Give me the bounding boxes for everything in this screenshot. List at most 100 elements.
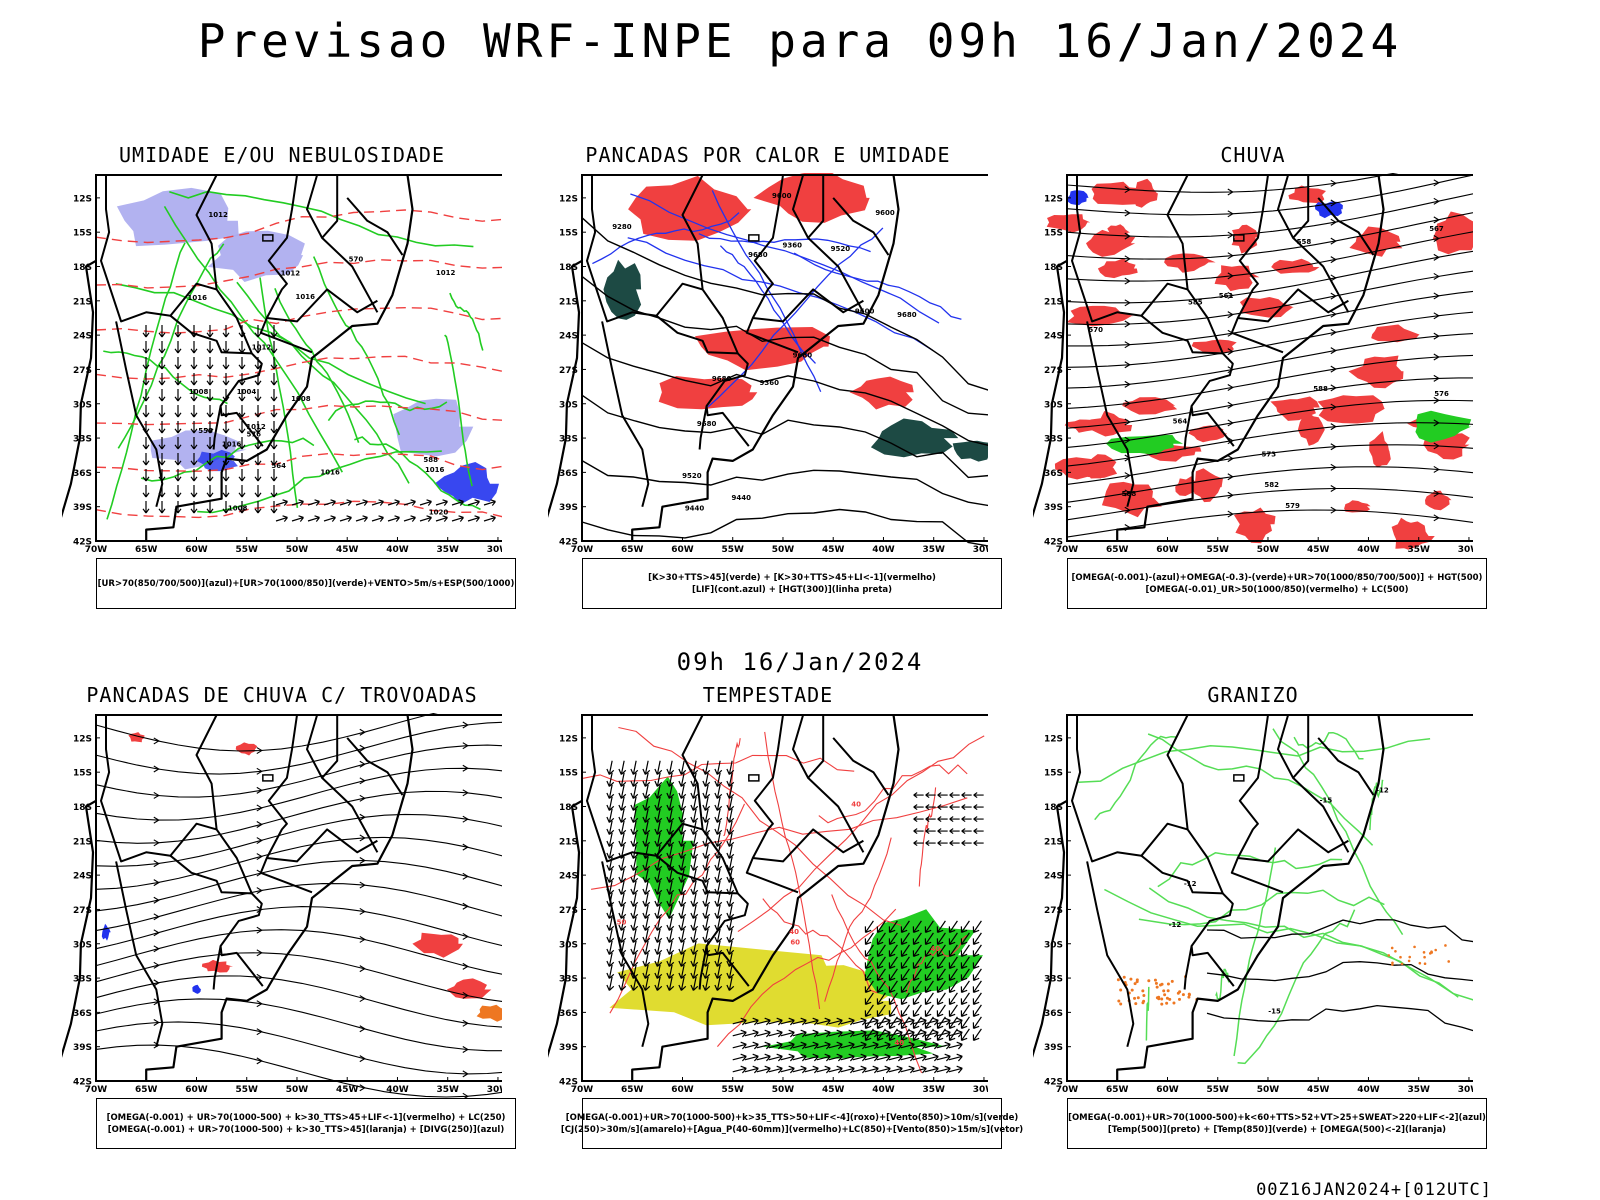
wind-vector <box>726 820 735 835</box>
omega500-mark <box>1170 979 1174 983</box>
lat-tick-label: 18S <box>73 263 92 273</box>
omega500-mark <box>1387 954 1391 957</box>
lon-tick-label: 65W <box>1106 545 1129 555</box>
lon-tick-label: 50W <box>286 1085 309 1095</box>
wind-vector <box>618 976 627 991</box>
wind-vector <box>222 325 230 338</box>
wind-vector <box>744 1065 759 1074</box>
wind-vector <box>726 796 735 811</box>
lon-tick-label: 40W <box>386 1085 409 1095</box>
panel-tempestade: TEMPESTADE 12S 15S 18S 21S 24S 27S 30S 33S 36S 39… <box>548 683 1023 1163</box>
wind-vector <box>924 968 934 981</box>
wind-vector <box>972 956 982 969</box>
precip-water-contour <box>737 735 985 933</box>
legend-line: [OMEGA(-0.001)+UR>70(1000-500)+k>35_TTS>… <box>565 1112 1019 1123</box>
wind-vector <box>642 892 651 907</box>
wind-vector <box>936 944 946 957</box>
lat-tick-label: 21S <box>73 837 92 847</box>
wind-vector <box>726 904 735 919</box>
wind-vector <box>924 1004 934 1017</box>
lat-tick-label: 30S <box>559 940 578 950</box>
lon-tick-label: 40W <box>386 545 409 555</box>
wind-vector <box>726 808 735 823</box>
wind-vector <box>630 916 639 931</box>
contour-label: 588 <box>423 456 438 464</box>
wind-vector <box>828 1041 843 1050</box>
streamline <box>1066 354 1473 409</box>
wind-vector <box>876 932 886 945</box>
wind-vector <box>238 437 246 450</box>
wind-vector <box>666 880 675 895</box>
omega500-mark <box>1163 993 1167 997</box>
lif-contour <box>793 252 962 320</box>
flow-arrow <box>462 815 469 823</box>
flow-arrow <box>153 896 160 904</box>
wind-vector <box>924 1029 939 1038</box>
lon-tick-label: 70W <box>571 1085 594 1095</box>
panel-title: PANCADAS POR CALOR E UMIDADE <box>585 143 951 167</box>
wind-vector <box>690 784 699 799</box>
contour-label: 1012 <box>436 269 456 277</box>
contour-label: 9680 <box>897 311 917 319</box>
omega500-mark <box>1423 955 1426 959</box>
temp850-contour <box>1293 731 1364 760</box>
omega500-mark <box>1159 983 1163 987</box>
wind-vector <box>756 1053 771 1062</box>
precip-water-contour <box>582 754 855 782</box>
lat-tick-label: 24S <box>73 872 92 882</box>
omega500-mark <box>1187 992 1191 996</box>
lat-tick-label: 24S <box>559 332 578 342</box>
flow-arrow <box>1124 277 1131 285</box>
wind-vector <box>948 932 958 945</box>
omega500-mark <box>1133 996 1137 1000</box>
streamline <box>1066 212 1473 260</box>
contour-label: -12 <box>1169 921 1182 929</box>
wind-vector <box>206 405 214 418</box>
wind-vector <box>912 1065 927 1074</box>
wind-vector <box>936 920 946 933</box>
wind-vector <box>270 325 278 338</box>
wind-vector <box>222 501 230 514</box>
wind-vector <box>142 501 150 514</box>
contour-label: 9680 <box>712 375 732 383</box>
lon-tick-label: 35W <box>922 545 945 555</box>
wind-vector <box>702 856 711 871</box>
lon-tick-label: 30W <box>1458 545 1473 555</box>
flow-arrow <box>359 907 366 915</box>
precip-water-contour <box>591 797 968 890</box>
political-border <box>1183 405 1193 450</box>
political-border <box>1166 174 1235 447</box>
lon-tick-label: 70W <box>571 545 594 555</box>
omega-strong-area <box>1415 410 1472 443</box>
lat-tick-label: 30S <box>1044 400 1063 410</box>
flow-arrow <box>1433 514 1440 522</box>
wind-vector <box>630 832 639 847</box>
omega500-mark <box>1129 977 1133 981</box>
wind-vector <box>618 868 627 883</box>
wind-vector <box>924 944 934 957</box>
wind-vector <box>270 389 278 402</box>
wind-vector <box>744 1041 759 1050</box>
lon-tick-label: 60W <box>671 1085 694 1095</box>
flow-arrow <box>1330 423 1337 431</box>
contour-label: 570 <box>1088 326 1103 334</box>
omega500-mark <box>1165 996 1169 1000</box>
wind-vector <box>606 808 615 823</box>
k-tts-area <box>952 440 988 462</box>
wind-vector <box>973 804 984 811</box>
wind-vector <box>642 880 651 895</box>
flow-arrow <box>1433 374 1440 382</box>
wind-vector <box>768 1065 783 1074</box>
lat-tick-label: 33S <box>1044 975 1063 985</box>
flow-arrow <box>256 747 263 755</box>
flow-arrow <box>1227 419 1234 427</box>
wind-vector <box>158 373 166 386</box>
wind-vector <box>630 760 639 775</box>
wind-vector <box>435 499 448 506</box>
streamline <box>1066 444 1473 485</box>
omega500-mark <box>1160 1002 1164 1006</box>
wind-vector <box>780 1041 795 1050</box>
wind-vector <box>804 1065 819 1074</box>
wind-vector <box>828 1017 843 1026</box>
wind-vector <box>618 832 627 847</box>
